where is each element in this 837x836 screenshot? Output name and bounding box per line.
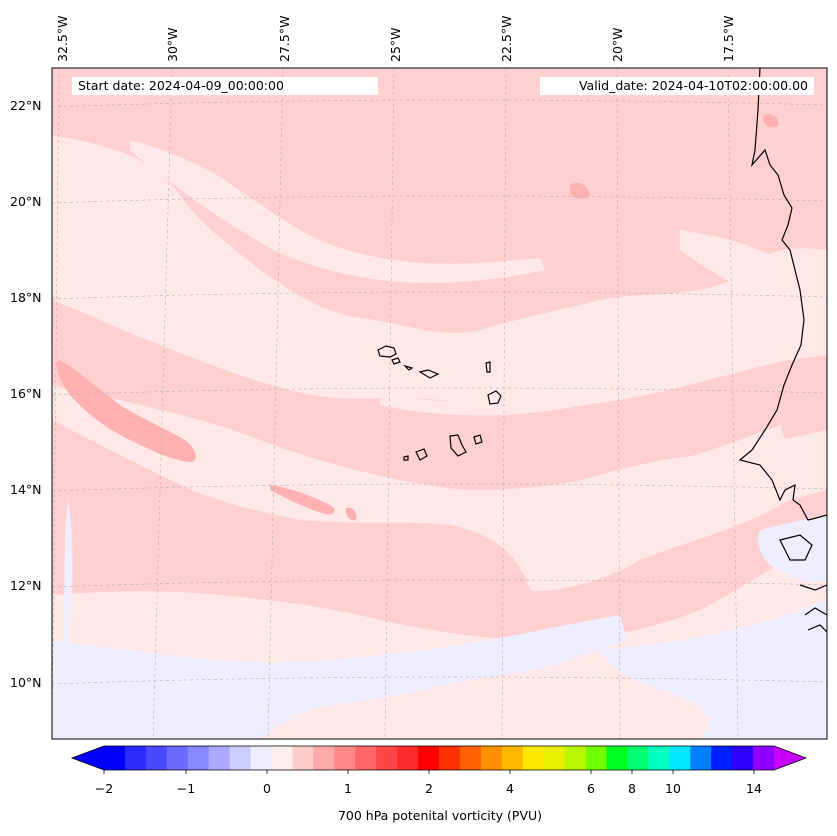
colorbar-swatch (229, 746, 252, 770)
colorbar-swatch (439, 746, 461, 770)
cape-verde-maio (473, 434, 483, 445)
colorbar-extend-low (72, 746, 104, 770)
colorbar-swatch (711, 746, 733, 770)
colorbar-swatch (250, 746, 272, 770)
coastlines (377, 68, 827, 633)
lat-label-16n: 16°N (10, 386, 42, 401)
lon-label-17-5w: 17.5°W (721, 15, 736, 62)
cape-verde-boa-vista (487, 390, 502, 405)
cape-verde-brava (403, 455, 409, 461)
pv-light-streak-4 (300, 425, 785, 506)
colorbar-extend-high (774, 746, 806, 770)
lat-label-18n: 18°N (10, 290, 42, 305)
pv-strong-streak (56, 360, 196, 462)
cape-verde-santo-antao (377, 345, 397, 358)
colorbar-swatch (648, 746, 670, 770)
lat-label-10n: 10°N (10, 675, 42, 690)
gridlines (52, 68, 827, 739)
colorbar-swatch (355, 746, 377, 770)
lat-label-22n: 22°N (10, 98, 42, 113)
colorbar-swatch (292, 746, 314, 770)
colorbar-swatch (585, 746, 607, 770)
colorbar-swatch (690, 746, 712, 770)
colorbar (70, 745, 808, 774)
pv-band-south (52, 420, 827, 640)
colorbar-swatch (208, 746, 231, 770)
colorbar-swatch (271, 746, 293, 770)
cape-verde-sao-vicente (391, 357, 401, 365)
colorbar-tick-label: 6 (587, 781, 595, 796)
cape-verde-sao-nicolau (402, 364, 440, 379)
coast-islands-se (779, 534, 827, 633)
pv-strong-spot-3 (345, 507, 357, 521)
colorbar-title: 700 hPa potenital vorticity (PVU) (337, 808, 543, 823)
colorbar-tick-label: −1 (176, 781, 196, 796)
colorbar-swatch (669, 746, 691, 770)
colorbar-swatch (418, 746, 440, 770)
colorbar-tick-label: 2 (425, 781, 433, 796)
pv-negative-streak (64, 500, 73, 650)
pv-negative-coast (758, 515, 827, 582)
colorbar-swatch (376, 746, 398, 770)
cape-verde-fogo (415, 448, 428, 461)
african-coastline (738, 68, 827, 521)
pv-band-upper (52, 68, 827, 333)
lat-label-20n: 20°N (10, 194, 42, 209)
pv-strong-spot-1 (570, 183, 590, 199)
colorbar-swatch (543, 746, 566, 770)
colorbar-swatch (397, 746, 419, 770)
pv-light-streak-2 (60, 280, 465, 374)
lon-label-27-5w: 27.5°W (277, 15, 292, 62)
colorbar-swatch (732, 746, 754, 770)
colorbar-swatch (522, 746, 545, 770)
pv-strong-spot-2 (762, 114, 779, 128)
pv-light-streak-3 (380, 335, 805, 416)
colorbar-tick-label: 1 (344, 781, 352, 796)
colorbar-swatch (480, 746, 503, 770)
pv-light-streak-5 (680, 230, 800, 298)
pv-negative-south (52, 615, 627, 739)
lon-label-22-5w: 22.5°W (499, 15, 514, 62)
cape-verde-santiago (449, 434, 467, 457)
colorbar-swatch (564, 746, 587, 770)
colorbar-tick-label: 4 (506, 781, 514, 796)
pv-strong-streak-2 (270, 485, 335, 515)
colorbar-swatch (459, 746, 482, 770)
colorbar-swatch (627, 746, 649, 770)
colorbar-swatch (104, 746, 126, 770)
pv-band-west (52, 300, 827, 492)
lat-label-12n: 12°N (10, 578, 42, 593)
colorbar-tick-label: 0 (263, 781, 271, 796)
colorbar-swatch (334, 746, 356, 770)
colorbar-swatch (124, 746, 147, 770)
colorbar-tick-label: 8 (628, 781, 636, 796)
pv-negative-southeast (600, 600, 827, 739)
lon-label-32-5w: 32.5°W (55, 15, 70, 62)
start-date-label: Start date: 2024-04-09_00:00:00 (72, 77, 378, 95)
cape-verde-sal (485, 361, 491, 373)
colorbar-tick-label: −2 (94, 781, 114, 796)
lon-label-25w: 25°W (388, 27, 403, 62)
colorbar-swatch (166, 746, 189, 770)
colorbar-swatch (606, 746, 628, 770)
lon-label-20w: 20°W (610, 27, 625, 62)
lon-label-30w: 30°W (165, 27, 180, 62)
colorbar-swatch (313, 746, 335, 770)
colorbar-swatch (501, 746, 524, 770)
pv-light-streak-1 (130, 140, 545, 283)
colorbar-swatch (145, 746, 168, 770)
lat-label-14n: 14°N (10, 482, 42, 497)
map-frame (51, 67, 828, 740)
colorbar-tick-label: 14 (746, 781, 762, 796)
colorbar-swatch (187, 746, 210, 770)
colorbar-tick-label: 10 (665, 781, 681, 796)
valid-date-label: Valid_date: 2024-04-10T02:00:00.00 (540, 77, 814, 95)
colorbar-swatch (753, 746, 775, 770)
